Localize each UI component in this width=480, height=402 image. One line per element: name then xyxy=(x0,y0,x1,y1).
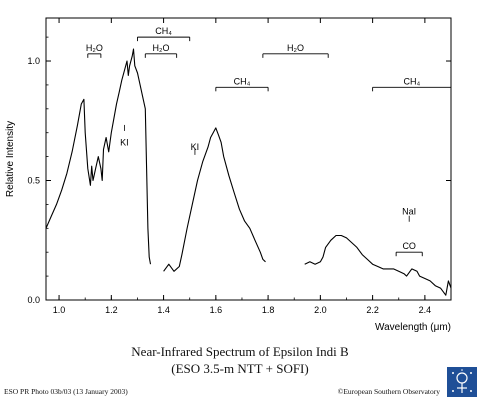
annotation-label: KI xyxy=(191,142,200,152)
y-tick-label: 0.0 xyxy=(27,295,40,305)
band-label: CH₄ xyxy=(155,26,172,36)
x-tick-label: 2.0 xyxy=(314,305,327,315)
spectrum-chart: 1.0 1.2 1.4 1.6 1.8 2.0 2.2 2.4 0.0 0.5 1.0 H₂O CH₄… xyxy=(5,17,452,333)
y-tick-label: 1.0 xyxy=(27,56,40,66)
eso-logo xyxy=(447,367,477,397)
band-label: CO xyxy=(402,241,416,251)
x-tick-label: 1.6 xyxy=(210,305,223,315)
photo-credit: ESO PR Photo 03b/03 (13 January 2003) xyxy=(4,387,128,396)
x-tick-label: 1.4 xyxy=(157,305,170,315)
band-label: CH₄ xyxy=(403,76,420,86)
x-tick-label: 1.8 xyxy=(262,305,275,315)
x-axis-label: Wavelength (μm) xyxy=(375,322,451,333)
x-tick-label: 1.0 xyxy=(53,305,66,315)
annotation-label: NaI xyxy=(402,207,416,217)
y-axis-label: Relative Intensity xyxy=(5,121,16,197)
caption-subtitle: (ESO 3.5-m NTT + SOFI) xyxy=(171,361,309,376)
spectrum-line xyxy=(304,234,452,296)
band-label: H₂O xyxy=(152,43,169,53)
x-tick-label: 2.2 xyxy=(366,305,379,315)
chart-axes: 1.0 1.2 1.4 1.6 1.8 2.0 2.2 2.4 0.0 0.5 1.0 xyxy=(27,17,452,315)
band-label: H₂O xyxy=(86,43,103,53)
copyright-notice: ©European Southern Observatory xyxy=(337,387,440,396)
caption-title: Near-Infrared Spectrum of Epsilon Indi B xyxy=(131,344,349,359)
y-tick-label: 0.5 xyxy=(27,176,40,186)
band-label: H₂O xyxy=(287,43,304,53)
spectrum-series xyxy=(45,48,452,296)
x-tick-label: 2.4 xyxy=(419,305,432,315)
plot-frame xyxy=(45,17,452,301)
annotation-label: KI xyxy=(120,137,129,147)
spectrum-line xyxy=(45,48,152,265)
band-label: CH₄ xyxy=(234,76,251,86)
x-tick-label: 1.2 xyxy=(105,305,118,315)
line-annotations: KI KI NaI xyxy=(120,124,416,222)
spectrum-line xyxy=(163,127,266,272)
absorption-bands: H₂O CH₄ H₂O H₂O CH₄ CH₄ CO xyxy=(86,26,452,257)
axis-labels: Wavelength (μm) Relative Intensity xyxy=(5,121,451,333)
